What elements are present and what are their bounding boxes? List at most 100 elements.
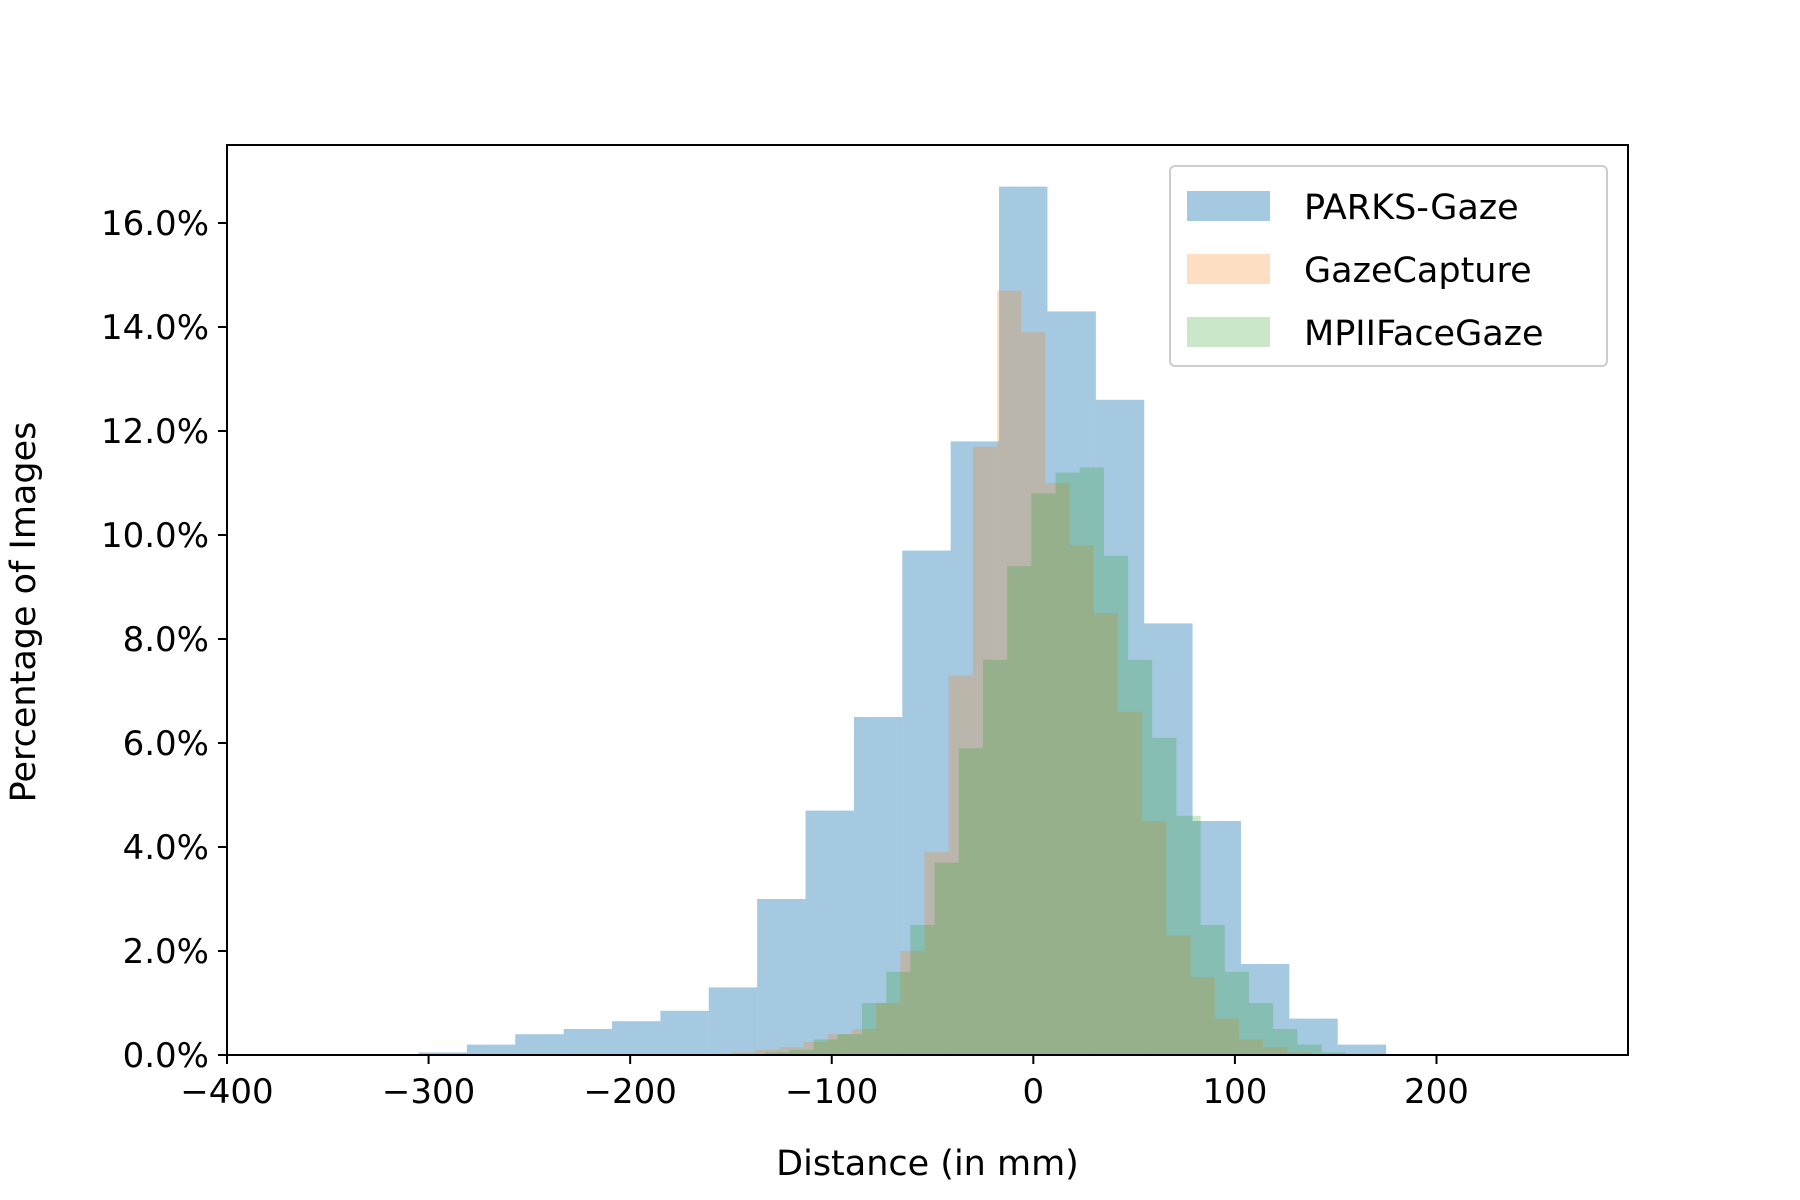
histogram-bar — [827, 1034, 852, 1055]
histogram-bar — [910, 925, 935, 1055]
histogram-bar — [1144, 623, 1193, 1055]
histogram-bar — [886, 971, 911, 1055]
legend-box — [1169, 165, 1608, 367]
legend-label: GazeCapture — [1304, 251, 1532, 291]
histogram-bar — [1031, 493, 1056, 1055]
histogram-bar — [1214, 1018, 1239, 1055]
histogram-bar — [1007, 566, 1032, 1055]
legend-swatch — [1187, 191, 1270, 221]
x-tick-label: 200 — [1404, 1072, 1469, 1112]
histogram-bar — [466, 1044, 516, 1055]
histogram-bar — [1263, 1047, 1288, 1055]
histogram-bar — [876, 1003, 901, 1055]
histogram-bar — [1103, 555, 1129, 1055]
histogram-bar — [1289, 1018, 1338, 1055]
histogram-bar — [1321, 1052, 1346, 1055]
histogram-bar — [1337, 1044, 1387, 1055]
histogram-bar — [757, 899, 806, 1055]
histogram-bar — [1273, 1029, 1298, 1055]
y-tick-label: 16.0% — [101, 204, 209, 244]
y-tick-label: 2.0% — [123, 932, 209, 972]
histogram-bar — [1069, 545, 1094, 1055]
histogram-bar — [997, 290, 1022, 1056]
y-axis-label: Percentage of Images — [4, 422, 44, 803]
legend-label: PARKS-Gaze — [1304, 188, 1519, 228]
histogram-bar — [853, 717, 903, 1055]
histogram-bar — [1117, 711, 1143, 1055]
legend-swatch — [1187, 254, 1270, 284]
histogram-bar — [1297, 1044, 1322, 1055]
legend-swatch — [1187, 317, 1270, 347]
legend-label: MPIIFaceGaze — [1304, 314, 1544, 354]
legend-item: MPIIFaceGaze — [1187, 314, 1544, 354]
histogram-bar — [972, 446, 998, 1056]
histogram-bar — [813, 1039, 838, 1055]
histogram-bar — [1190, 977, 1215, 1055]
legend-item: GazeCapture — [1187, 251, 1532, 291]
x-tick-label: 0 — [1023, 1072, 1045, 1112]
histogram-bar — [1095, 399, 1145, 1055]
axis-ticks: −400 −300 −200 −100 0 100 200 0.0% 2.0% 4.0% 6.0% 8… — [101, 204, 1469, 1112]
histogram-bar — [982, 659, 1008, 1055]
histogram-bar — [837, 1034, 862, 1055]
x-tick-label: −100 — [785, 1072, 878, 1112]
histogram-bar — [950, 441, 1000, 1055]
histogram-bar — [730, 1052, 756, 1055]
histogram-bar — [1192, 821, 1241, 1055]
y-tick-label: 10.0% — [101, 516, 209, 556]
plot-frame — [226, 144, 1629, 1056]
histogram-bar — [1055, 472, 1080, 1056]
histogram-bar — [1079, 467, 1104, 1055]
x-tick-label: −300 — [382, 1072, 475, 1112]
histogram-bar — [612, 1021, 661, 1055]
series-mpiifacegaze — [741, 467, 1346, 1056]
y-tick-label: 12.0% — [101, 412, 209, 452]
y-tick-label: 6.0% — [123, 724, 209, 764]
x-tick-label: −200 — [583, 1072, 676, 1112]
y-tick-label: 14.0% — [101, 308, 209, 348]
histogram-bar — [1176, 815, 1201, 1055]
histogram-bar — [924, 852, 949, 1055]
x-axis-label: Distance (in mm) — [776, 1144, 1079, 1184]
histogram-bar — [1021, 332, 1046, 1055]
y-tick-label: 8.0% — [123, 620, 209, 660]
histogram-bar — [779, 1047, 804, 1055]
histogram-bar — [958, 748, 983, 1055]
histogram-bar — [948, 675, 973, 1055]
histogram-bar — [902, 550, 951, 1055]
y-tick-label: 0.0% — [123, 1036, 209, 1076]
histogram-bar — [1166, 935, 1191, 1055]
histogram-bar — [1287, 1052, 1312, 1055]
histogram-bar — [861, 1003, 887, 1055]
histogram-bar — [563, 1029, 613, 1055]
histogram-bar — [805, 810, 854, 1055]
histogram-bar — [900, 951, 925, 1055]
histogram-bar — [755, 1049, 780, 1055]
histogram-bar — [1224, 971, 1250, 1055]
legend: PARKS-Gaze GazeCapture MPIIFaceGaze — [1169, 165, 1608, 367]
histogram-bar — [660, 1010, 709, 1055]
histogram-bar — [1152, 737, 1177, 1055]
series-parks-gaze — [418, 186, 1483, 1056]
histogram-bar — [1200, 925, 1225, 1055]
histogram-bar — [418, 1052, 467, 1055]
histogram-bar — [515, 1034, 564, 1055]
legend-item: PARKS-Gaze — [1187, 188, 1519, 228]
histogram-bar — [708, 987, 758, 1055]
x-tick-label: −400 — [180, 1072, 273, 1112]
histogram-bar — [803, 1042, 828, 1055]
histogram-bar — [1045, 483, 1070, 1055]
histogram-bar — [851, 1029, 877, 1055]
y-tick-label: 4.0% — [123, 828, 209, 868]
histogram-bar — [1047, 311, 1096, 1055]
histogram-bar — [999, 186, 1048, 1056]
histogram-bar — [1093, 613, 1118, 1055]
histogram-bar — [1249, 1003, 1274, 1055]
series-gazecapture — [730, 290, 1336, 1056]
histogram-bar — [1128, 659, 1153, 1055]
histogram-bar — [1240, 964, 1290, 1055]
histogram-bar — [934, 862, 959, 1055]
histogram-bar — [1238, 1039, 1264, 1055]
histogram-bar — [1142, 821, 1167, 1055]
